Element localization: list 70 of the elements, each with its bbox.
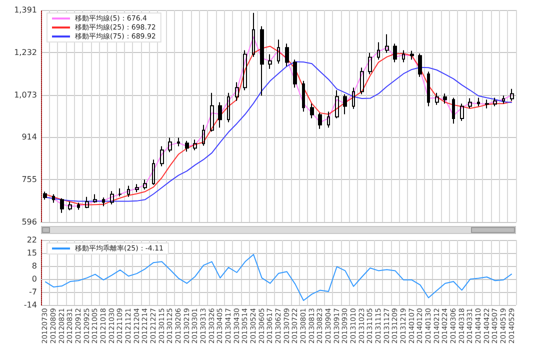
candlestick — [277, 39, 280, 64]
candlestick — [52, 194, 55, 204]
y-tick-label: 596 — [22, 218, 37, 226]
candlestick — [102, 196, 105, 207]
candlestick — [202, 124, 205, 146]
candlestick — [293, 59, 297, 88]
candlestick — [77, 202, 80, 210]
candlestick — [502, 95, 505, 104]
candlestick — [318, 112, 322, 130]
candlestick — [302, 80, 305, 112]
y-tick-label: -14 — [24, 300, 37, 310]
candlestick — [310, 103, 314, 119]
candlestick — [85, 196, 89, 209]
candlestick — [360, 67, 364, 95]
candlestick — [485, 99, 489, 109]
candlestick — [385, 34, 389, 54]
candlestick — [135, 184, 139, 193]
candlestick — [493, 97, 497, 107]
candlestick — [460, 103, 464, 122]
candlestick — [177, 137, 180, 147]
candlestick — [435, 92, 439, 106]
y-tick-label: 755 — [22, 175, 37, 184]
line-series — [44, 254, 512, 301]
candlestick — [393, 43, 397, 63]
y-tick-label: 1,073 — [14, 90, 37, 100]
candlestick — [127, 185, 130, 198]
candlestick — [227, 92, 230, 123]
candlestick — [252, 12, 255, 58]
candlestick — [43, 191, 47, 200]
candlestick — [260, 26, 264, 96]
y-tick-label: 15 — [26, 248, 37, 258]
candlestick — [402, 50, 405, 63]
candlestick — [510, 88, 514, 102]
candlestick — [468, 98, 472, 109]
candlestick — [452, 97, 455, 124]
candlestick — [60, 198, 64, 214]
candlestick — [368, 52, 372, 75]
candlestick — [68, 201, 72, 211]
candlestick — [477, 97, 480, 107]
y-tick-label: -7 — [29, 288, 37, 296]
candlestick — [185, 140, 189, 152]
candlestick — [160, 146, 164, 167]
candlestick — [93, 194, 97, 204]
candlestick — [118, 188, 122, 197]
candlestick — [193, 139, 197, 151]
candlestick — [377, 42, 380, 60]
candlestick — [110, 190, 114, 205]
y-tick-label: 0 — [32, 274, 37, 284]
candlestick — [218, 102, 222, 128]
candlestick — [152, 159, 155, 186]
candlestick — [285, 43, 289, 67]
candlestick — [343, 94, 347, 115]
candlestick — [210, 92, 214, 132]
candlestick — [418, 52, 422, 78]
candlestick — [168, 137, 172, 153]
y-tick-label: 1,391 — [14, 6, 37, 14]
candlestick — [443, 92, 447, 104]
candlestick — [327, 111, 330, 128]
candlestick — [335, 90, 339, 119]
candlestick — [243, 50, 247, 91]
candlestick — [427, 71, 430, 107]
candlestick — [410, 50, 414, 60]
y-tick-label: 22 — [26, 236, 37, 244]
y-tick-label: 1,232 — [14, 48, 37, 57]
candlestick — [268, 54, 272, 70]
candlestick — [143, 179, 147, 190]
candlestick — [235, 82, 239, 102]
candlestick — [352, 87, 355, 110]
y-tick-label: 8 — [32, 262, 37, 270]
y-tick-label: 914 — [22, 132, 37, 142]
